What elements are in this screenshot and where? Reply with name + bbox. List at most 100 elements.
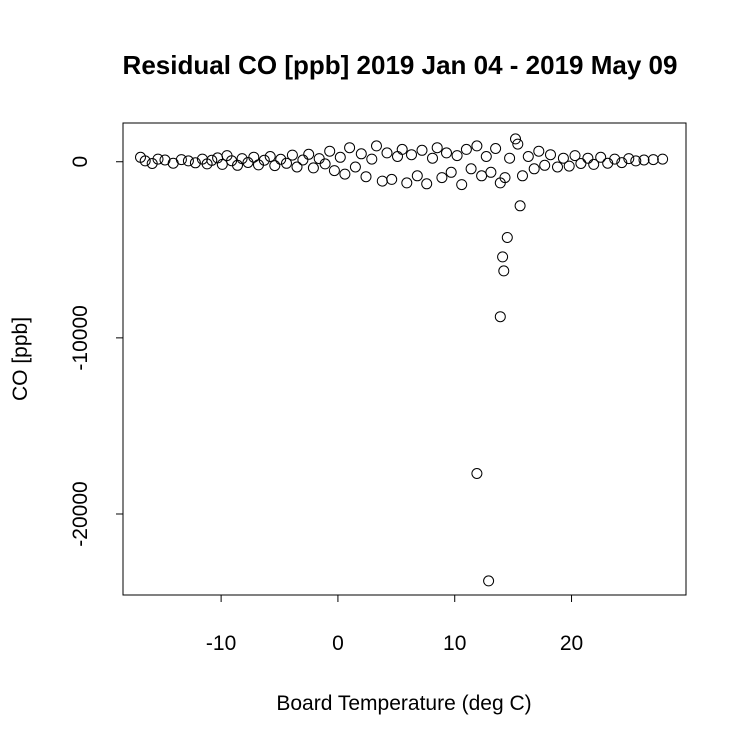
x-tick-label: 10	[443, 632, 466, 655]
data-point	[657, 153, 669, 165]
data-point	[324, 145, 336, 157]
data-point	[349, 161, 361, 173]
data-point	[396, 143, 408, 155]
data-point	[498, 265, 510, 277]
data-point	[630, 155, 642, 167]
data-point	[623, 153, 635, 165]
y-tick-label: -10000	[69, 305, 92, 370]
data-point	[303, 148, 315, 160]
data-point	[248, 151, 260, 163]
data-point	[212, 152, 224, 164]
data-point	[269, 160, 281, 172]
data-point	[588, 158, 600, 170]
data-point	[421, 178, 433, 190]
data-point	[510, 133, 521, 145]
data-point	[539, 159, 551, 171]
data-point	[563, 160, 575, 172]
data-point	[522, 151, 534, 162]
data-point	[575, 158, 587, 169]
data-point	[216, 158, 228, 170]
data-point	[206, 154, 218, 166]
data-point	[366, 153, 378, 165]
data-point	[528, 163, 540, 175]
data-point	[647, 154, 659, 166]
plot-area-frame	[122, 122, 687, 596]
data-point	[569, 150, 581, 162]
data-point	[376, 175, 388, 187]
data-point	[436, 172, 448, 184]
data-point	[545, 149, 556, 161]
chart-title: Residual CO [ppb] 2019 Jan 04 - 2019 May…	[123, 50, 678, 80]
data-point	[609, 153, 621, 165]
data-point	[445, 166, 457, 178]
data-point	[517, 170, 528, 182]
data-point	[182, 155, 194, 167]
data-points	[135, 133, 669, 587]
data-point	[485, 166, 497, 178]
data-point	[386, 173, 398, 185]
data-point	[456, 179, 468, 191]
data-point	[501, 232, 513, 243]
data-point	[334, 151, 346, 163]
data-point	[441, 147, 452, 159]
data-point	[344, 142, 356, 154]
data-point	[281, 157, 292, 169]
data-point	[431, 142, 443, 154]
data-point	[471, 140, 483, 152]
data-point	[557, 152, 569, 164]
x-tick-label: 0	[332, 632, 344, 655]
data-point	[360, 171, 372, 183]
x-tick-label: 20	[560, 632, 583, 655]
data-point	[401, 177, 413, 189]
y-tick-label: -20000	[69, 481, 92, 546]
data-point	[307, 162, 319, 174]
data-point	[139, 155, 151, 167]
y-axis: -20000 -10000 0	[69, 156, 124, 547]
data-point	[355, 148, 367, 160]
data-point	[616, 157, 628, 169]
data-point	[595, 151, 607, 163]
data-point	[286, 149, 298, 161]
data-point	[275, 153, 287, 165]
data-point	[297, 154, 309, 166]
data-point	[189, 157, 201, 169]
data-point	[146, 158, 158, 169]
data-point	[533, 145, 545, 157]
data-point	[471, 468, 483, 479]
data-point	[381, 147, 393, 159]
data-point	[411, 170, 423, 182]
data-point	[514, 200, 526, 212]
data-point	[638, 154, 650, 166]
data-point	[460, 143, 472, 155]
data-point	[319, 158, 331, 170]
data-point	[406, 149, 417, 161]
x-tick-label: -10	[206, 632, 236, 655]
data-point	[483, 575, 495, 587]
data-point	[465, 163, 477, 175]
data-point	[499, 172, 511, 184]
data-point	[175, 154, 187, 166]
x-axis-label: Board Temperature (deg C)	[276, 692, 531, 715]
data-point	[313, 153, 325, 165]
data-point	[504, 152, 516, 164]
data-point	[416, 144, 428, 156]
data-point	[512, 138, 524, 150]
data-point	[490, 143, 502, 154]
data-point	[264, 151, 276, 162]
data-point	[291, 161, 303, 173]
y-tick-label: 0	[69, 156, 92, 168]
data-point	[328, 165, 340, 177]
data-point	[480, 151, 492, 162]
y-axis-label: CO [ppb]	[9, 317, 32, 401]
data-point	[392, 151, 403, 162]
data-point	[494, 311, 506, 323]
data-point	[339, 168, 351, 180]
data-point	[371, 140, 382, 152]
data-point	[236, 153, 248, 165]
x-axis: -10 0 10 20	[206, 594, 583, 655]
data-point	[258, 154, 270, 166]
data-point	[152, 153, 164, 165]
data-point	[451, 150, 463, 162]
data-point	[476, 170, 488, 182]
